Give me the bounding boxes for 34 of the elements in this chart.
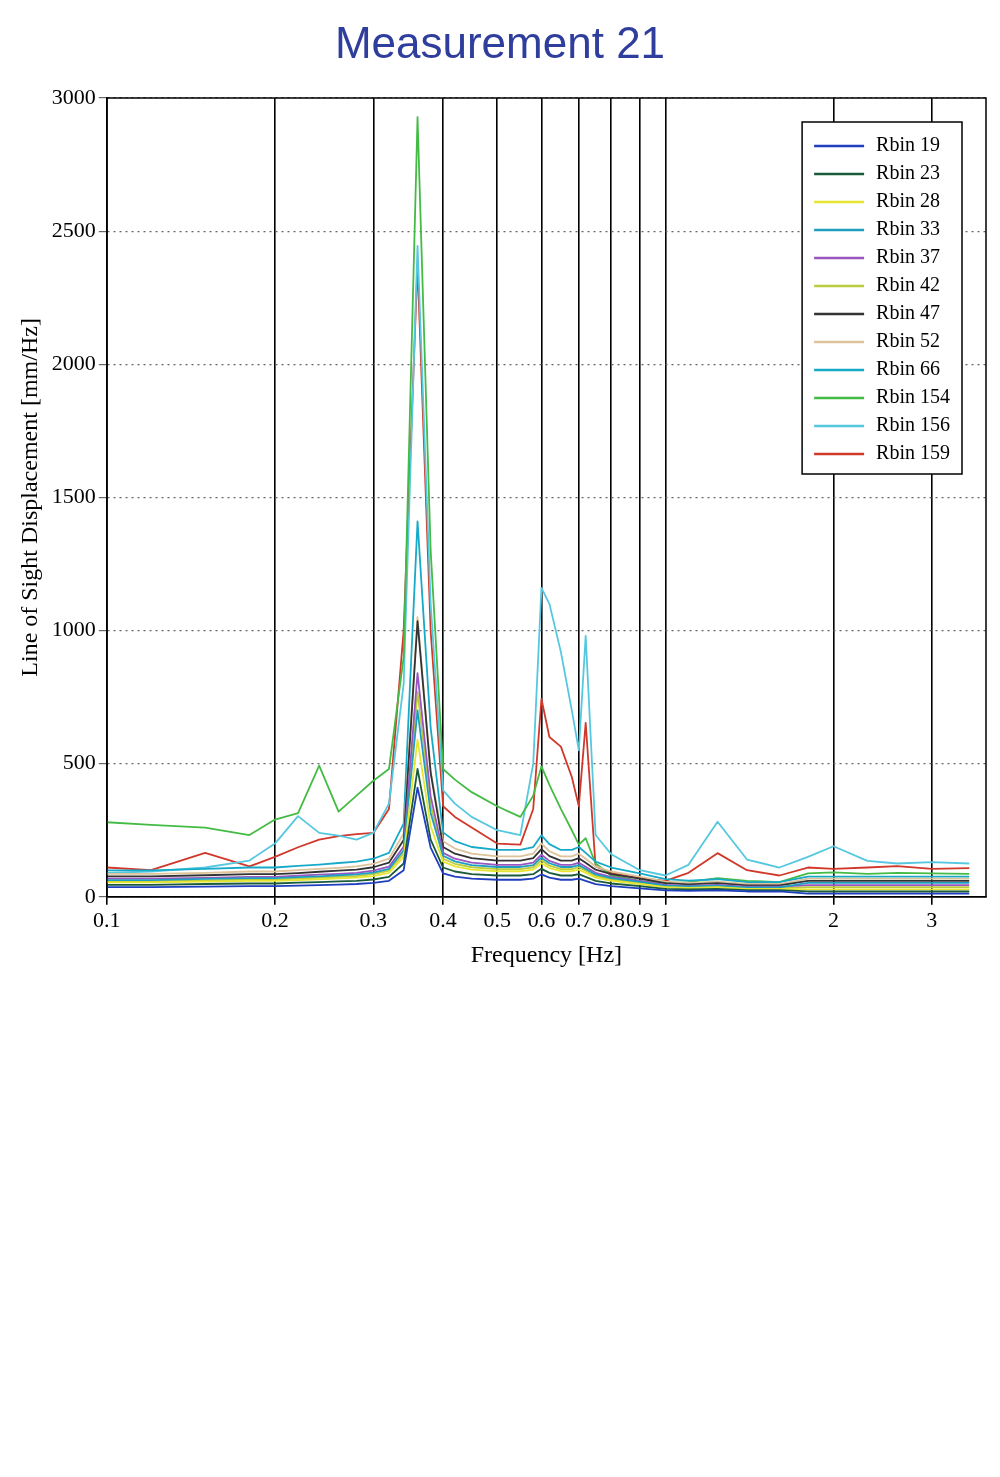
legend-label: Rbin 37 (876, 245, 941, 268)
x-axis-title: Frequency [Hz] (470, 940, 623, 967)
legend-label: Rbin 23 (876, 161, 941, 184)
y-tick-label: 2500 (51, 216, 96, 242)
y-tick-label: 500 (62, 749, 96, 775)
x-tick-label: 0.7 (565, 906, 593, 932)
x-tick-label: 0.3 (359, 906, 388, 932)
x-tick-label: 0.9 (626, 906, 654, 932)
y-tick-label: 3000 (51, 83, 96, 109)
x-tick-label: 0.4 (429, 906, 457, 932)
legend-label: Rbin 47 (876, 301, 941, 324)
legend-label: Rbin 28 (876, 189, 941, 212)
y-tick-label: 1500 (51, 483, 96, 509)
legend-label: Rbin 19 (876, 133, 941, 156)
y-tick-label: 1000 (51, 616, 96, 642)
legend-label: Rbin 33 (876, 217, 941, 240)
x-tick-label: 3 (926, 906, 938, 932)
x-tick-label: 0.2 (261, 906, 289, 932)
legend-label: Rbin 42 (876, 273, 941, 296)
legend-label: Rbin 156 (876, 413, 951, 436)
legend-label: Rbin 154 (876, 385, 951, 408)
x-tick-label: 0.8 (597, 906, 625, 932)
x-tick-label: 0.1 (93, 906, 121, 932)
x-tick-label: 0.6 (527, 906, 556, 932)
x-tick-label: 1 (659, 906, 671, 932)
y-tick-label: 2000 (51, 350, 96, 376)
legend-label: Rbin 66 (876, 357, 941, 380)
x-tick-label: 0.5 (483, 906, 511, 932)
x-tick-label: 2 (828, 906, 840, 932)
legend-label: Rbin 52 (876, 329, 941, 352)
y-axis-title: Line of Sight Displacement [mm/Hz] (15, 318, 42, 677)
legend-label: Rbin 159 (876, 441, 951, 464)
chart-title: Measurement 21 (333, 17, 667, 69)
y-tick-label: 0 (84, 882, 96, 908)
